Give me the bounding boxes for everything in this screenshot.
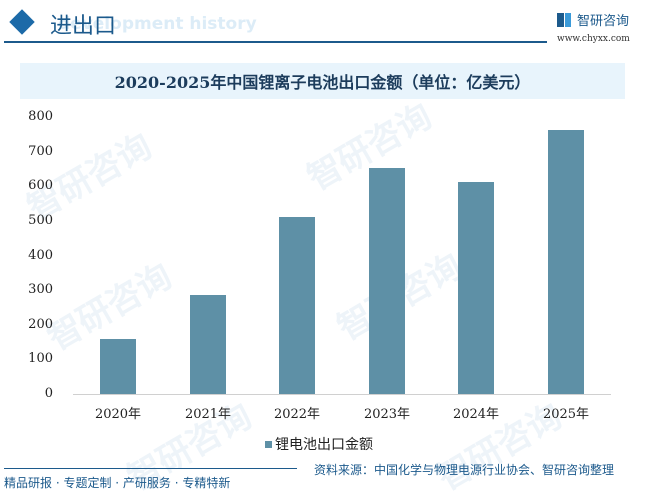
- y-tick: 400: [28, 248, 53, 263]
- legend-label: 锂电池出口金额: [275, 437, 373, 453]
- header-divider: [4, 41, 547, 43]
- bar: [190, 294, 226, 394]
- bar: [369, 167, 405, 394]
- diamond-icon: [9, 9, 35, 35]
- ghost-subtitle: development history: [58, 14, 257, 34]
- logo-name: 智研咨询: [577, 14, 630, 29]
- logo-icon: [557, 12, 571, 27]
- chart-title: 2020-2025年中国锂离子电池出口金额（单位：亿美元）: [114, 73, 531, 92]
- footer-tagline: 精品研报 · 专题定制 · 产研服务 · 专精特新: [4, 476, 231, 490]
- y-tick: 700: [28, 144, 53, 159]
- bar: [458, 181, 494, 394]
- x-tick: 2023年: [363, 407, 411, 422]
- x-tick: 2020年: [94, 407, 142, 422]
- section-title: 进出口: [50, 14, 117, 39]
- bar: [100, 338, 136, 394]
- x-tick: 2025年: [542, 407, 590, 422]
- y-tick: 100: [28, 351, 53, 366]
- y-tick: 500: [28, 213, 53, 228]
- chart-title-box: 2020-2025年中国锂离子电池出口金额（单位：亿美元）: [20, 63, 625, 99]
- legend: 锂电池出口金额: [265, 434, 373, 454]
- x-tick: 2022年: [273, 407, 321, 422]
- y-tick: 0: [44, 386, 53, 401]
- footer-divider: [4, 468, 297, 469]
- footer-source: 资料来源：中国化学与物理电源行业协会、智研咨询整理: [314, 463, 615, 477]
- y-tick: 300: [28, 282, 53, 297]
- y-tick: 800: [28, 109, 53, 124]
- x-tick: 2021年: [184, 407, 232, 422]
- y-tick: 600: [28, 178, 53, 193]
- watermark: 智研咨询: [300, 96, 439, 199]
- bar: [548, 129, 584, 394]
- x-axis-line: [73, 394, 611, 395]
- logo: 智研咨询: [557, 10, 629, 29]
- header: development history 进出口 智研咨询 www.chyxx.c…: [0, 0, 653, 45]
- y-tick: 200: [28, 317, 53, 332]
- bar: [279, 217, 315, 394]
- x-tick: 2024年: [452, 407, 500, 422]
- logo-url: www.chyxx.com: [557, 34, 630, 44]
- legend-swatch: [265, 440, 272, 448]
